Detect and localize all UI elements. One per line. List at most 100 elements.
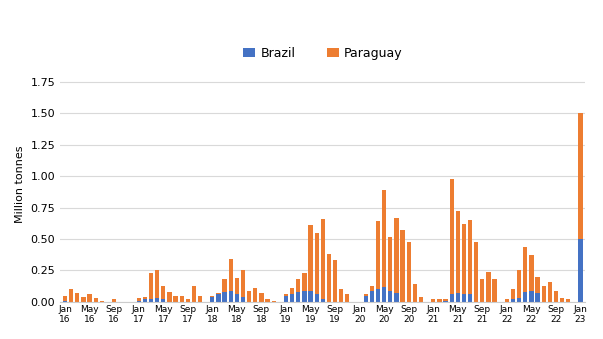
Bar [223, 292, 227, 302]
Bar [161, 299, 165, 302]
Bar [192, 285, 196, 302]
Legend: Brazil, Paraguay: Brazil, Paraguay [238, 42, 408, 65]
Bar [296, 292, 300, 302]
Bar [523, 246, 528, 292]
Bar [511, 289, 515, 299]
Bar [345, 294, 350, 302]
Bar [93, 298, 98, 302]
Bar [406, 242, 411, 302]
Bar [229, 291, 233, 302]
Bar [180, 296, 184, 302]
Bar [315, 294, 319, 302]
Bar [308, 225, 313, 291]
Bar [462, 224, 466, 294]
Bar [370, 291, 374, 302]
Bar [259, 293, 264, 302]
Bar [394, 218, 399, 293]
Bar [247, 291, 251, 302]
Bar [296, 279, 300, 292]
Bar [271, 301, 276, 302]
Bar [321, 299, 325, 302]
Bar [167, 292, 171, 302]
Bar [229, 259, 233, 291]
Bar [474, 242, 478, 302]
Bar [493, 279, 497, 302]
Bar [431, 299, 435, 302]
Bar [63, 301, 67, 302]
Bar [541, 285, 546, 302]
Bar [517, 298, 522, 302]
Bar [468, 294, 472, 302]
Bar [412, 284, 417, 302]
Bar [456, 293, 460, 302]
Bar [216, 294, 221, 302]
Bar [480, 279, 484, 302]
Bar [400, 230, 405, 302]
Bar [394, 293, 399, 302]
Bar [388, 291, 393, 302]
Bar [554, 291, 558, 302]
Bar [290, 294, 294, 302]
Bar [143, 297, 147, 299]
Bar [523, 292, 528, 302]
Bar [449, 294, 454, 302]
Bar [75, 293, 80, 302]
Bar [241, 297, 245, 302]
Bar [155, 271, 159, 298]
Bar [535, 277, 540, 293]
Bar [443, 299, 447, 301]
Bar [198, 296, 202, 302]
Bar [364, 294, 368, 296]
Bar [321, 219, 325, 299]
Bar [149, 273, 153, 299]
Bar [487, 272, 491, 302]
Bar [327, 254, 331, 302]
Bar [210, 297, 215, 302]
Bar [505, 299, 509, 302]
Bar [136, 301, 141, 302]
Bar [333, 260, 337, 302]
Bar [216, 293, 221, 294]
Bar [456, 212, 460, 293]
Bar [388, 237, 393, 291]
Bar [143, 299, 147, 302]
Bar [302, 273, 306, 291]
Bar [186, 299, 190, 302]
Bar [578, 114, 582, 239]
Bar [81, 297, 86, 302]
Bar [364, 296, 368, 302]
Bar [302, 291, 306, 302]
Bar [235, 294, 239, 302]
Bar [63, 296, 67, 301]
Bar [339, 289, 343, 302]
Bar [284, 296, 288, 302]
Bar [382, 190, 387, 287]
Bar [99, 301, 104, 302]
Bar [376, 289, 380, 302]
Bar [529, 255, 534, 291]
Bar [308, 291, 313, 302]
Bar [578, 239, 582, 302]
Bar [155, 298, 159, 302]
Bar [149, 299, 153, 302]
Bar [241, 271, 245, 297]
Bar [462, 294, 466, 302]
Bar [315, 233, 319, 294]
Bar [535, 293, 540, 302]
Bar [69, 289, 74, 302]
Bar [437, 299, 441, 302]
Bar [548, 282, 552, 302]
Y-axis label: Million tonnes: Million tonnes [15, 145, 25, 223]
Bar [112, 299, 116, 302]
Bar [223, 279, 227, 292]
Bar [560, 298, 564, 302]
Bar [449, 179, 454, 294]
Bar [290, 288, 294, 294]
Bar [529, 291, 534, 302]
Bar [87, 294, 92, 302]
Bar [136, 298, 141, 301]
Bar [174, 296, 178, 302]
Bar [265, 299, 270, 302]
Bar [443, 301, 447, 302]
Bar [382, 287, 387, 302]
